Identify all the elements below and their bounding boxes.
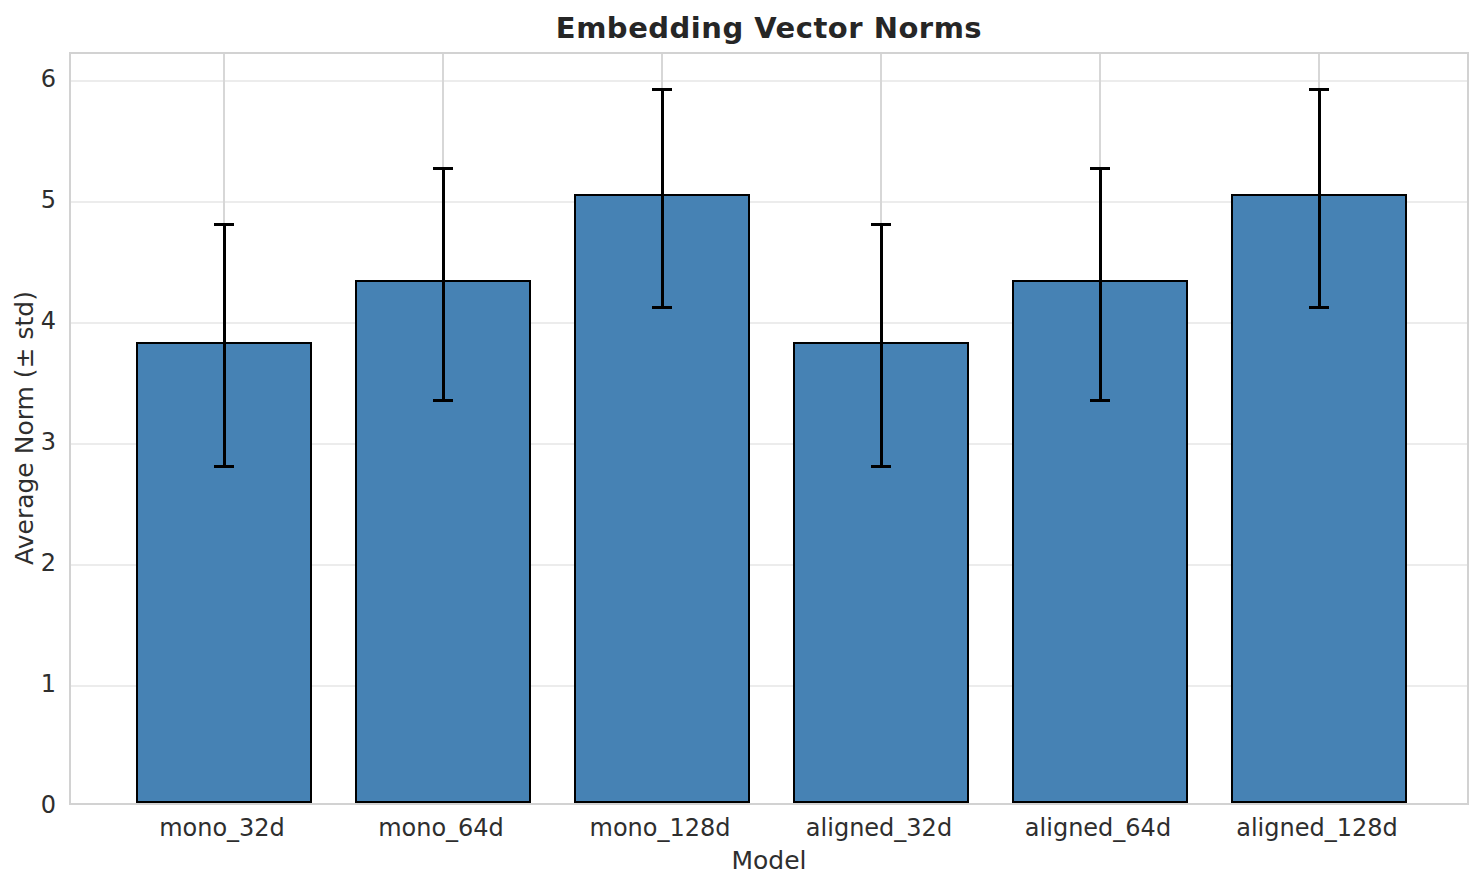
error-cap-top <box>1309 88 1329 91</box>
chart-title: Embedding Vector Norms <box>69 11 1469 45</box>
y-tick-label: 3 <box>0 427 56 457</box>
x-tick-label-aligned_32d: aligned_32d <box>769 812 989 844</box>
y-tick-label: 2 <box>0 548 56 578</box>
error-cap-top <box>652 88 672 91</box>
y-tick-label: 0 <box>0 790 56 820</box>
x-axis-label: Model <box>69 846 1469 875</box>
error-bar-mono_64d <box>442 168 445 400</box>
x-tick-label-aligned_128d: aligned_128d <box>1207 812 1427 844</box>
y-tick-label: 4 <box>0 306 56 336</box>
error-bar-aligned_128d <box>1318 89 1321 307</box>
y-tick-label: 6 <box>0 64 56 94</box>
y-tick-label: 1 <box>0 669 56 699</box>
error-cap-top <box>871 223 891 226</box>
x-tick-label-mono_64d: mono_64d <box>331 812 551 844</box>
error-cap-top <box>214 223 234 226</box>
x-tick-label-aligned_64d: aligned_64d <box>988 812 1208 844</box>
error-cap-bottom <box>214 465 234 468</box>
error-bar-aligned_32d <box>880 225 883 467</box>
error-bar-mono_128d <box>661 89 664 307</box>
bar-chart: Embedding Vector Norms Average Norm (± s… <box>0 0 1484 885</box>
x-tick-label-mono_128d: mono_128d <box>550 812 770 844</box>
error-cap-bottom <box>652 306 672 309</box>
plot-area <box>69 52 1469 805</box>
error-bar-aligned_64d <box>1099 168 1102 400</box>
error-bar-mono_32d <box>223 225 226 467</box>
y-gridline <box>71 80 1467 82</box>
error-cap-bottom <box>1309 306 1329 309</box>
y-tick-label: 5 <box>0 185 56 215</box>
error-cap-top <box>433 167 453 170</box>
x-tick-label-mono_32d: mono_32d <box>112 812 332 844</box>
error-cap-bottom <box>433 399 453 402</box>
error-cap-bottom <box>871 465 891 468</box>
error-cap-bottom <box>1090 399 1110 402</box>
error-cap-top <box>1090 167 1110 170</box>
